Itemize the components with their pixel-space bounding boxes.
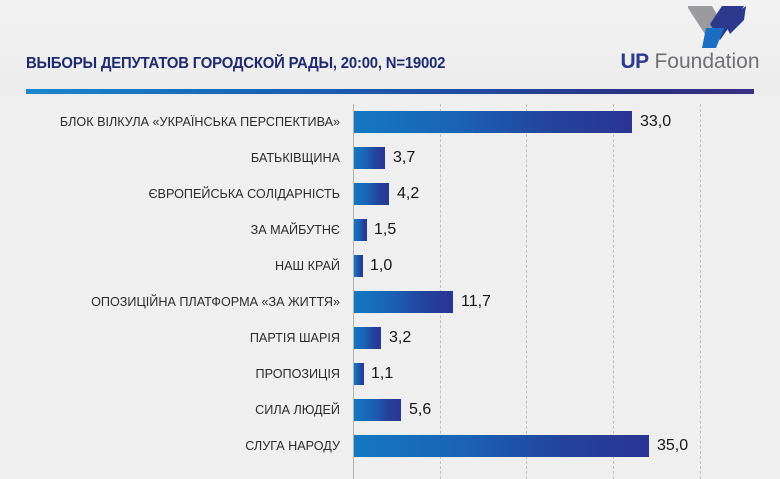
bar-label: ОПОЗИЦІЙНА ПЛАТФОРМА «ЗА ЖИТТЯ» <box>91 294 340 309</box>
bar-value: 33,0 <box>640 113 672 130</box>
bar-label: ПРОПОЗИЦІЯ <box>255 366 340 381</box>
bar-row: НАШ КРАЙ 1,0 <box>0 248 780 284</box>
gridline-30 <box>613 104 614 479</box>
bar[interactable] <box>354 219 367 241</box>
bar-label: СИЛА ЛЮДЕЙ <box>255 402 340 417</box>
bar-row: СИЛА ЛЮДЕЙ 5,6 <box>0 392 780 428</box>
bar-row: СЛУГА НАРОДУ 35,0 <box>0 428 780 464</box>
page-title: ВЫБОРЫ ДЕПУТАТОВ ГОРОДСКОЙ РАДЫ, 20:00, … <box>26 55 446 72</box>
bar-row: ЄВРОПЕЙСЬКА СОЛІДАРНІСТЬ 4,2 <box>0 176 780 212</box>
bar-label: НАШ КРАЙ <box>275 258 340 273</box>
logo-text-up: UP <box>620 50 649 73</box>
bar-value: 3,7 <box>393 149 416 166</box>
checkmark-arrow-icon <box>686 4 748 50</box>
bar-row: ПРОПОЗИЦІЯ 1,1 <box>0 356 780 392</box>
bar-row: ОПОЗИЦІЙНА ПЛАТФОРМА «ЗА ЖИТТЯ» 11,7 <box>0 284 780 320</box>
bar-value: 1,5 <box>374 221 397 238</box>
logo-text-foundation: Foundation <box>648 50 760 73</box>
bar-row: БЛОК ВІЛКУЛА «УКРАЇНСЬКА ПЕРСПЕКТИВА» 33… <box>0 104 780 140</box>
bar-row: ЗА МАЙБУТНЄ 1,5 <box>0 212 780 248</box>
bar-value: 1,0 <box>370 257 393 274</box>
bar-value: 5,6 <box>409 401 432 418</box>
bar-label: СЛУГА НАРОДУ <box>245 438 340 453</box>
bar[interactable] <box>354 327 381 349</box>
chart-header: ВЫБОРЫ ДЕПУТАТОВ ГОРОДСКОЙ РАДЫ, 20:00, … <box>0 0 780 96</box>
bar[interactable] <box>354 399 401 421</box>
bar-label: ПАРТІЯ ШАРІЯ <box>249 330 340 345</box>
bar[interactable] <box>354 363 364 385</box>
bar-value: 35,0 <box>657 437 689 454</box>
bar-chart: БЛОК ВІЛКУЛА «УКРАЇНСЬКА ПЕРСПЕКТИВА» 33… <box>0 96 780 479</box>
bar[interactable] <box>354 147 385 169</box>
bar-value: 11,7 <box>461 293 491 310</box>
bar-label: ЗА МАЙБУТНЄ <box>250 222 340 237</box>
logo-text: UP Foundation <box>604 50 776 74</box>
gridline-40 <box>700 104 701 479</box>
bar-label: ЄВРОПЕЙСЬКА СОЛІДАРНІСТЬ <box>148 186 340 201</box>
y-axis-line <box>353 104 354 479</box>
bar[interactable] <box>354 255 363 277</box>
bar-value: 1,1 <box>371 365 394 382</box>
bar[interactable] <box>354 291 453 313</box>
bar-value: 4,2 <box>397 185 420 202</box>
gridline-20 <box>526 104 527 479</box>
bar[interactable] <box>354 183 389 205</box>
bar-row: БАТЬКІВЩИНА 3,7 <box>0 140 780 176</box>
bar[interactable] <box>354 111 632 133</box>
bar-value: 3,2 <box>389 329 412 346</box>
up-foundation-logo: UP Foundation <box>604 4 776 84</box>
header-divider <box>26 89 754 94</box>
bar-label: БАТЬКІВЩИНА <box>250 150 340 165</box>
bar-row: ПАРТІЯ ШАРІЯ 3,2 <box>0 320 780 356</box>
bar[interactable] <box>354 435 649 457</box>
bar-label: БЛОК ВІЛКУЛА «УКРАЇНСЬКА ПЕРСПЕКТИВА» <box>59 114 340 129</box>
